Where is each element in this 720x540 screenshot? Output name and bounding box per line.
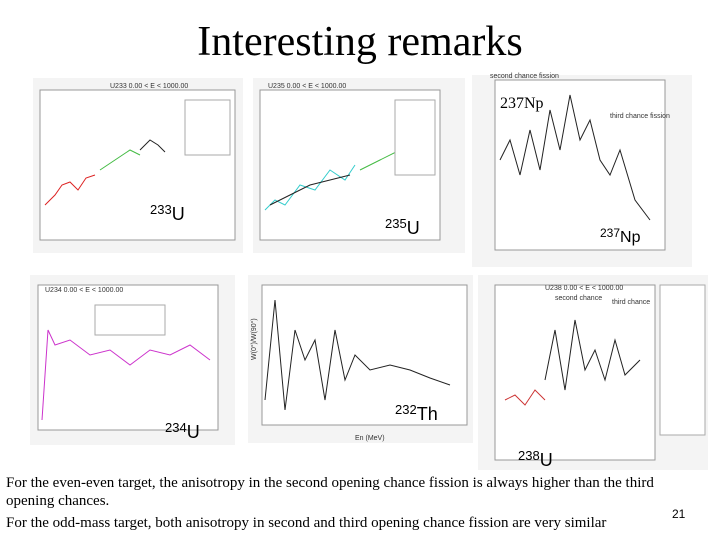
isotope-label: 238U (518, 448, 553, 470)
element-symbol: Np (620, 229, 641, 246)
plot-237np: 237Np second chance fission third chance… (472, 73, 692, 267)
isotope-label: 235U (385, 216, 420, 238)
plot-235u: U235 0.00 < E < 1000.00 (253, 78, 465, 253)
element-symbol: Th (417, 404, 438, 424)
panel-header: U235 0.00 < E < 1000.00 (268, 83, 346, 90)
isotope-label: 232Th (395, 402, 438, 424)
plot-232th: W(0°)/W(90°) En (MeV) (248, 275, 473, 443)
isotope-label: 237Np (600, 226, 641, 246)
isotope-label: 233U (150, 202, 185, 224)
element-symbol: U (187, 422, 200, 442)
element-symbol: U (407, 218, 420, 238)
x-axis-label: En (MeV) (355, 435, 385, 442)
body-text: For the odd-mass target, both anisotropy… (6, 515, 606, 531)
element-symbol: U (172, 204, 185, 224)
title: Interesting remarks (197, 19, 522, 65)
note: third chance fission (610, 113, 670, 120)
isotope-label: 234U (165, 420, 200, 442)
plot-238u: U238 0.00 < E < 1000.00 second chance th… (478, 275, 708, 470)
mass-number: 237 (600, 226, 620, 240)
page-number: 21 (672, 507, 686, 521)
body-text: For the even-even target, the anisotropy… (6, 475, 654, 491)
note: second chance (555, 295, 602, 302)
panel-header: 237Np (500, 95, 544, 112)
element-symbol: U (540, 450, 553, 470)
plot-234u: U234 0.00 < E < 1000.00 (30, 275, 235, 445)
body-text: opening chances. (6, 493, 109, 509)
mass-number: 235 (385, 216, 407, 231)
note: third chance (612, 299, 650, 306)
mass-number: 232 (395, 402, 417, 417)
plot-233u: U233 0.00 < E < 1000.00 (33, 78, 243, 253)
panel-header: U238 0.00 < E < 1000.00 (545, 285, 623, 292)
mass-number: 233 (150, 202, 172, 217)
mass-number: 238 (518, 448, 540, 463)
panel-header: U234 0.00 < E < 1000.00 (45, 287, 123, 294)
note: second chance fission (490, 73, 559, 80)
y-axis-label: W(0°)/W(90°) (250, 318, 258, 360)
mass-number: 234 (165, 420, 187, 435)
panel-header: U233 0.00 < E < 1000.00 (110, 83, 188, 90)
